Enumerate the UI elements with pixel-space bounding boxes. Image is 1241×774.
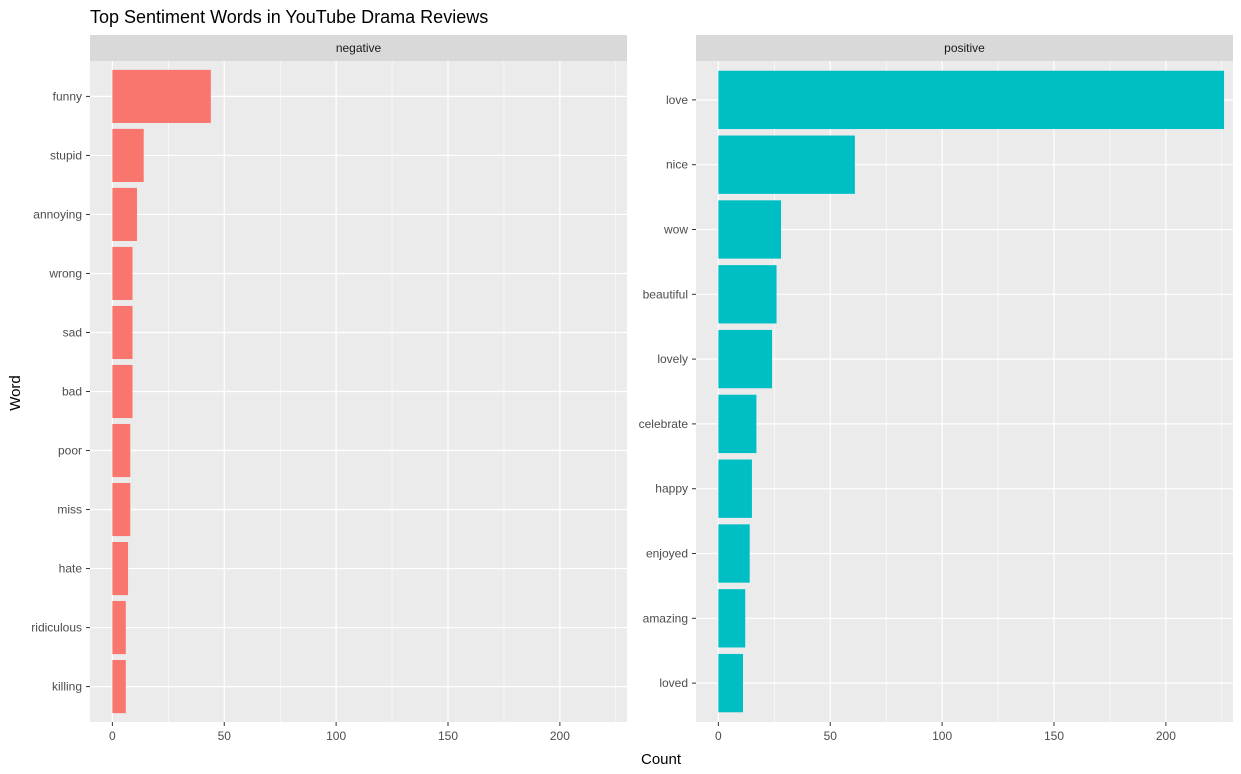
y-tick-label-miss: miss [57,503,82,517]
panel-negative: negative funny stupid annoying wrong sad bad p… [31,35,627,743]
y-tick-label-lovely: lovely [657,352,688,366]
y-tick-label-enjoyed: enjoyed [646,547,688,561]
bar-negative-hate [112,541,129,596]
x-tick-label: 0 [109,729,116,743]
y-tick-label-hate: hate [59,562,83,576]
bar-negative-annoying [112,187,137,242]
panel-positive-bars [718,70,1225,713]
strip-positive [696,35,1233,61]
x-axis-title: Count [641,751,682,768]
bar-positive-lovely [718,329,773,389]
y-tick-label-annoying: annoying [33,207,82,221]
bar-negative-stupid [112,128,144,182]
bar-positive-nice [718,135,855,194]
y-tick-label-wrong: wrong [48,266,82,280]
y-tick-label-beautiful: beautiful [643,287,688,301]
bar-negative-funny [112,69,211,123]
bar-positive-loved [718,653,743,713]
strip-negative [90,35,627,61]
x-tick-label: 200 [1156,729,1176,743]
panel-negative-x-axis: 0 50 100 150 200 [109,722,570,743]
y-tick-label-nice: nice [666,158,688,172]
y-axis-title: Word [7,375,24,411]
panel-positive-x-axis: 0 50 100 150 200 [715,722,1176,743]
panel-positive-y-axis: love nice wow beautiful lovely celebrate happy… [639,93,696,690]
bar-positive-happy [718,459,752,518]
y-tick-label-killing: killing [52,680,82,694]
bar-negative-ridiculous [112,601,126,655]
bar-positive-amazing [718,589,746,648]
x-tick-label: 200 [550,729,570,743]
chart-title: Top Sentiment Words in YouTube Drama Rev… [90,7,488,27]
panel-negative-y-axis: funny stupid annoying wrong sad bad poor miss ha… [31,89,90,694]
bar-positive-love [718,70,1225,130]
y-tick-label-poor: poor [58,444,82,458]
panel-negative-grid [90,61,627,722]
y-tick-label-celebrate: celebrate [639,417,689,431]
bar-negative-poor [112,423,131,478]
y-tick-label-ridiculous: ridiculous [31,621,82,635]
bar-negative-miss [112,482,131,537]
strip-label-negative: negative [336,41,382,55]
x-tick-label: 50 [824,729,838,743]
y-tick-label-bad: bad [62,385,82,399]
x-tick-label: 100 [326,729,346,743]
y-tick-label-sad: sad [63,325,82,339]
panel-positive: positive love nice wow beautiful lovely celeb… [639,35,1233,743]
x-tick-label: 100 [932,729,952,743]
y-tick-label-happy: happy [655,482,688,496]
bar-negative-sad [112,305,133,360]
bar-negative-wrong [112,246,133,301]
y-tick-label-love: love [666,93,688,107]
x-tick-label: 50 [218,729,232,743]
strip-label-positive: positive [944,41,985,55]
panel-negative-bars [112,69,211,714]
bar-positive-beautiful [718,265,777,324]
x-tick-label: 150 [1044,729,1064,743]
bar-positive-enjoyed [718,524,750,583]
bar-positive-celebrate [718,394,757,454]
bar-negative-killing [112,660,126,714]
x-tick-label: 0 [715,729,722,743]
x-tick-label: 150 [438,729,458,743]
bar-negative-bad [112,364,133,419]
y-tick-label-amazing: amazing [643,611,688,625]
y-tick-label-funny: funny [53,89,82,103]
y-tick-label-loved: loved [659,676,688,690]
y-tick-label-wow: wow [663,222,688,236]
bar-positive-wow [718,200,782,259]
y-tick-label-stupid: stupid [50,148,82,162]
